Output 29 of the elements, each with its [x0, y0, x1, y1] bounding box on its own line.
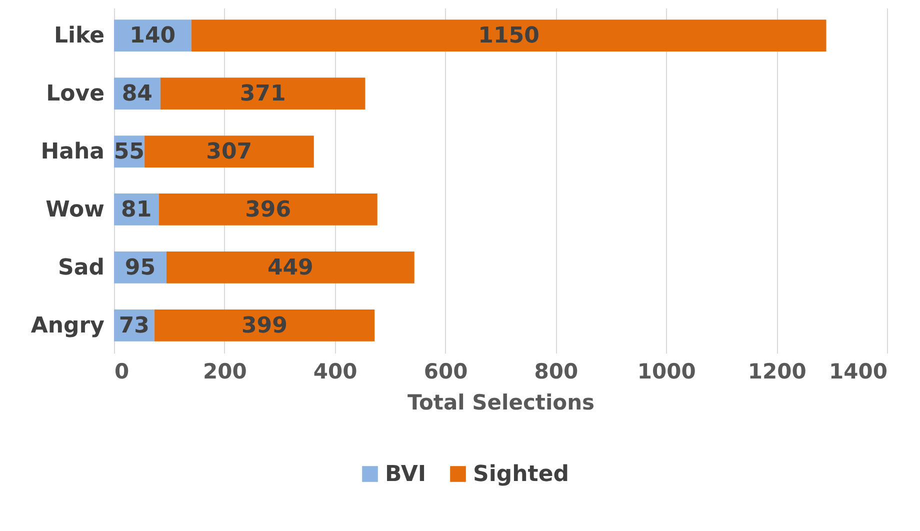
- data-label: 95: [124, 255, 156, 280]
- x-tick-label: 200: [203, 360, 247, 384]
- x-tick-label: 800: [534, 360, 578, 384]
- y-tick-label: Love: [46, 82, 104, 107]
- data-label: 307: [206, 140, 252, 165]
- legend-label: Sighted: [473, 462, 569, 487]
- data-label: 371: [240, 82, 286, 107]
- y-tick-label: Haha: [40, 140, 104, 165]
- data-label: 399: [241, 313, 288, 338]
- data-label: 140: [130, 24, 176, 49]
- x-tick-label: 1200: [748, 360, 806, 384]
- data-label: 449: [267, 255, 314, 280]
- y-tick-label: Sad: [58, 255, 104, 280]
- data-label: 84: [122, 82, 153, 107]
- legend-label: BVI: [385, 462, 426, 487]
- data-label: 396: [245, 197, 292, 222]
- data-label: 81: [121, 197, 152, 222]
- x-tick-label: 0: [114, 360, 130, 384]
- data-label: 55: [114, 140, 144, 165]
- x-tick-label: 1400: [829, 360, 888, 384]
- x-axis-title: Total Selections: [407, 390, 595, 414]
- y-tick-label: Angry: [30, 313, 104, 338]
- x-tick-label: 1000: [637, 360, 696, 384]
- data-label: 1150: [478, 24, 540, 49]
- x-tick-label: 600: [424, 360, 468, 384]
- x-tick-label: 400: [313, 360, 358, 384]
- data-label: 73: [118, 313, 150, 338]
- y-tick-label: Like: [54, 24, 104, 49]
- y-tick-label: Wow: [46, 197, 104, 222]
